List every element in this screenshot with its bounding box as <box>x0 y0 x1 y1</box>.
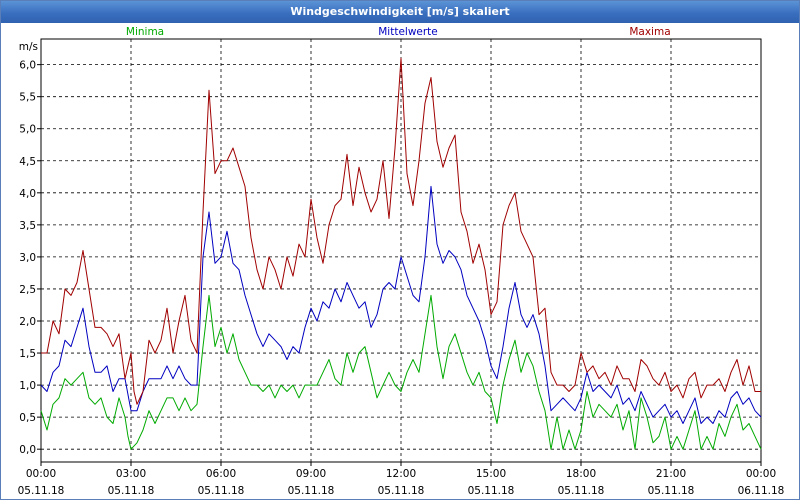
x-tick-time: 06:00 <box>206 468 236 480</box>
y-tick-label: 6,0 <box>19 60 36 72</box>
y-tick-label: 0,5 <box>19 412 36 424</box>
x-tick-date: 05.11.18 <box>468 485 515 497</box>
x-tick-date: 05.11.18 <box>378 485 425 497</box>
series-line-max <box>41 57 761 405</box>
x-tick-time: 12:00 <box>386 468 416 480</box>
y-tick-label: 0,0 <box>19 444 36 456</box>
y-tick-label: 1,5 <box>19 348 36 360</box>
x-tick-date: 05.11.18 <box>198 485 245 497</box>
legend-mean: Mittelwerte <box>378 26 438 38</box>
y-tick-label: 4,0 <box>19 188 36 200</box>
series-layer <box>40 57 762 450</box>
grid <box>37 39 762 466</box>
y-tick-label: 3,5 <box>19 220 36 232</box>
x-tick-date: 05.11.18 <box>18 485 65 497</box>
y-tick-label: 5,0 <box>19 124 36 136</box>
y-tick-label: 2,5 <box>19 284 36 296</box>
x-tick-time: 00:00 <box>26 468 56 480</box>
series-line-mean <box>40 185 762 424</box>
y-tick-label: 1,0 <box>19 380 36 392</box>
x-tick-time: 21:00 <box>656 468 686 480</box>
x-tick-time: 03:00 <box>116 468 146 480</box>
series-line-min <box>40 294 762 450</box>
y-tick-label: 2,0 <box>19 316 36 328</box>
x-tick-date: 06.11.18 <box>738 485 785 497</box>
x-tick-date: 05.11.18 <box>648 485 695 497</box>
x-tick-date: 05.11.18 <box>558 485 605 497</box>
x-tick-date: 05.11.18 <box>108 485 155 497</box>
x-tick-time: 18:00 <box>566 468 596 480</box>
x-tick-time: 09:00 <box>296 468 326 480</box>
axis-labels: 0,0 0,5 1,0 1,5 2,0 2,5 3,0 3,5 4,0 4,5 5,0 5,5 6,0 m… <box>18 26 785 497</box>
y-axis-label: m/s <box>19 41 38 53</box>
x-tick-time: 00:00 <box>746 468 776 480</box>
x-tick-date: 05.11.18 <box>288 485 335 497</box>
legend-min: Minima <box>126 26 164 38</box>
plot-frame <box>40 38 762 463</box>
legend-max: Maxima <box>629 26 670 38</box>
y-tick-label: 4,5 <box>19 156 36 168</box>
y-tick-label: 5,5 <box>19 92 36 104</box>
x-tick-time: 15:00 <box>476 468 506 480</box>
chart-title: Windgeschwindigkeit [m/s] skaliert <box>1 1 799 23</box>
y-tick-label: 3,0 <box>19 252 36 264</box>
